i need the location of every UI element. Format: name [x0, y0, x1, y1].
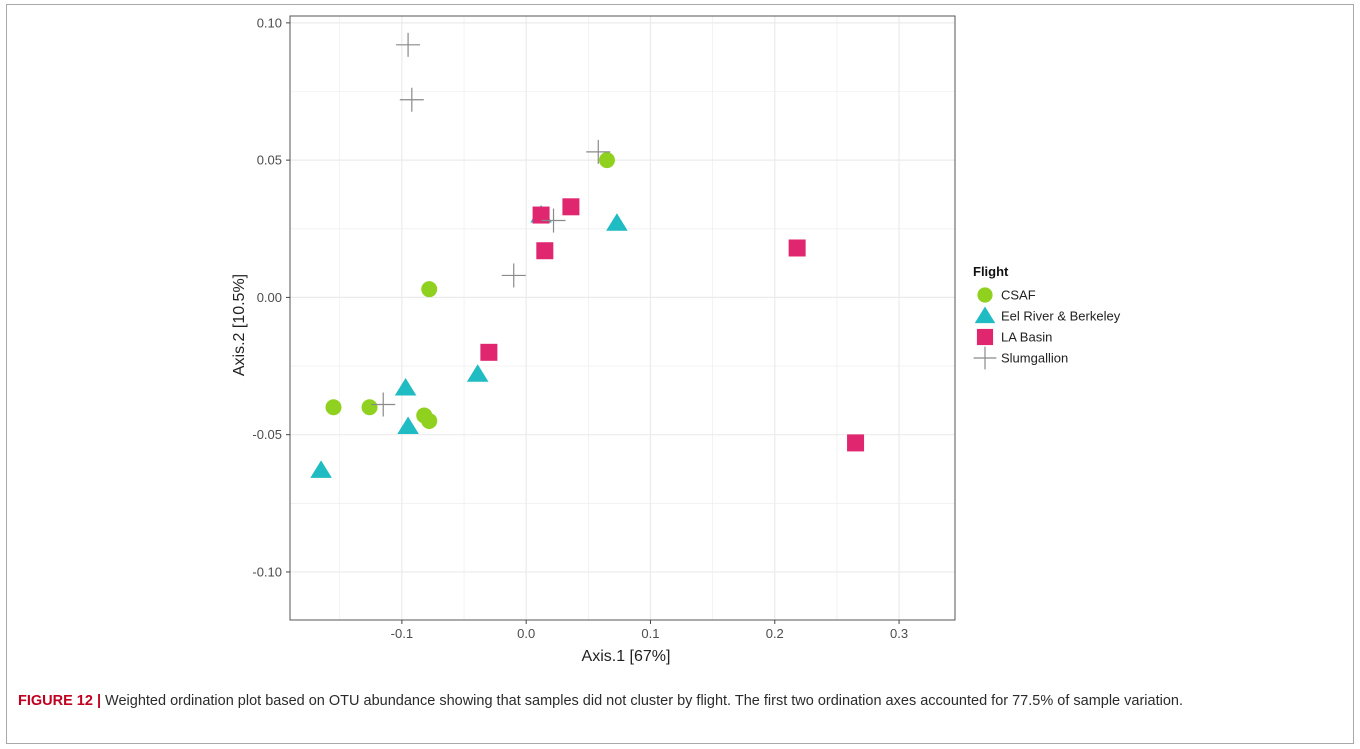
point-la-basin	[532, 206, 550, 224]
legend-key-csaf	[977, 287, 993, 303]
point-csaf	[598, 152, 615, 169]
data-points	[310, 32, 865, 478]
legend-key-la-basin	[976, 328, 994, 346]
legend-label-eel-river-berkeley: Eel River & Berkeley	[1001, 309, 1121, 324]
point-la-basin	[562, 198, 580, 216]
point-slumgallion	[399, 87, 424, 112]
x-tick-label: 0.3	[890, 626, 908, 641]
plot-panel	[289, 15, 956, 621]
caption-text: Weighted ordination plot based on OTU ab…	[101, 693, 1183, 709]
point-csaf	[361, 399, 378, 416]
point-eel-river-berkeley	[466, 364, 489, 382]
y-tick-label: 0.10	[257, 15, 282, 30]
legend-label-la-basin: LA Basin	[1001, 330, 1052, 345]
legend-key-eel-river-berkeley	[974, 306, 996, 324]
point-la-basin	[536, 242, 554, 260]
x-axis-title: Axis.1 [67%]	[582, 648, 671, 665]
legend-title: Flight	[973, 264, 1009, 279]
point-eel-river-berkeley	[310, 460, 332, 478]
point-slumgallion	[396, 32, 421, 57]
point-la-basin	[480, 343, 498, 361]
figure-label: FIGURE 12 |	[18, 693, 102, 709]
point-eel-river-berkeley	[394, 378, 417, 396]
point-slumgallion	[501, 263, 526, 288]
grid-lines	[290, 16, 955, 620]
point-la-basin	[788, 239, 806, 257]
point-csaf	[325, 399, 342, 416]
legend: Flight CSAF Eel River & Berkeley LA Basin S…	[973, 264, 1121, 370]
point-csaf	[421, 412, 438, 429]
figure-frame	[6, 4, 1354, 744]
point-slumgallion	[371, 392, 396, 417]
y-tick-label: -0.05	[252, 427, 282, 442]
figure-caption: FIGURE 12 | Weighted ordination plot bas…	[18, 690, 1348, 712]
point-la-basin	[847, 434, 865, 452]
point-eel-river-berkeley	[606, 213, 628, 231]
ordination-plot: -0.1 0.0 0.1 0.2 0.3 -0.10 -0.05 0.00 0.05 0.10 A…	[231, 15, 1121, 665]
x-tick-label: 0.0	[517, 626, 535, 641]
axis-ticks: -0.1 0.0 0.1 0.2 0.3 -0.10 -0.05 0.00 0.05 0.10	[252, 15, 908, 641]
point-csaf	[421, 281, 438, 298]
legend-label-slumgallion: Slumgallion	[1001, 351, 1068, 366]
legend-key-slumgallion	[973, 346, 997, 370]
x-tick-label: -0.1	[391, 626, 413, 641]
y-tick-label: 0.00	[257, 290, 282, 305]
legend-label-csaf: CSAF	[1001, 288, 1036, 303]
y-axis-title: Axis.2 [10.5%]	[231, 274, 248, 376]
point-slumgallion	[541, 208, 566, 233]
legend-items: CSAF Eel River & Berkeley LA Basin Slumgall…	[973, 287, 1121, 370]
point-slumgallion	[586, 139, 611, 164]
x-tick-label: 0.2	[766, 626, 784, 641]
y-tick-label: 0.05	[257, 153, 282, 168]
point-eel-river-berkeley	[397, 416, 419, 434]
y-tick-label: -0.10	[252, 564, 282, 579]
x-tick-label: 0.1	[641, 626, 659, 641]
